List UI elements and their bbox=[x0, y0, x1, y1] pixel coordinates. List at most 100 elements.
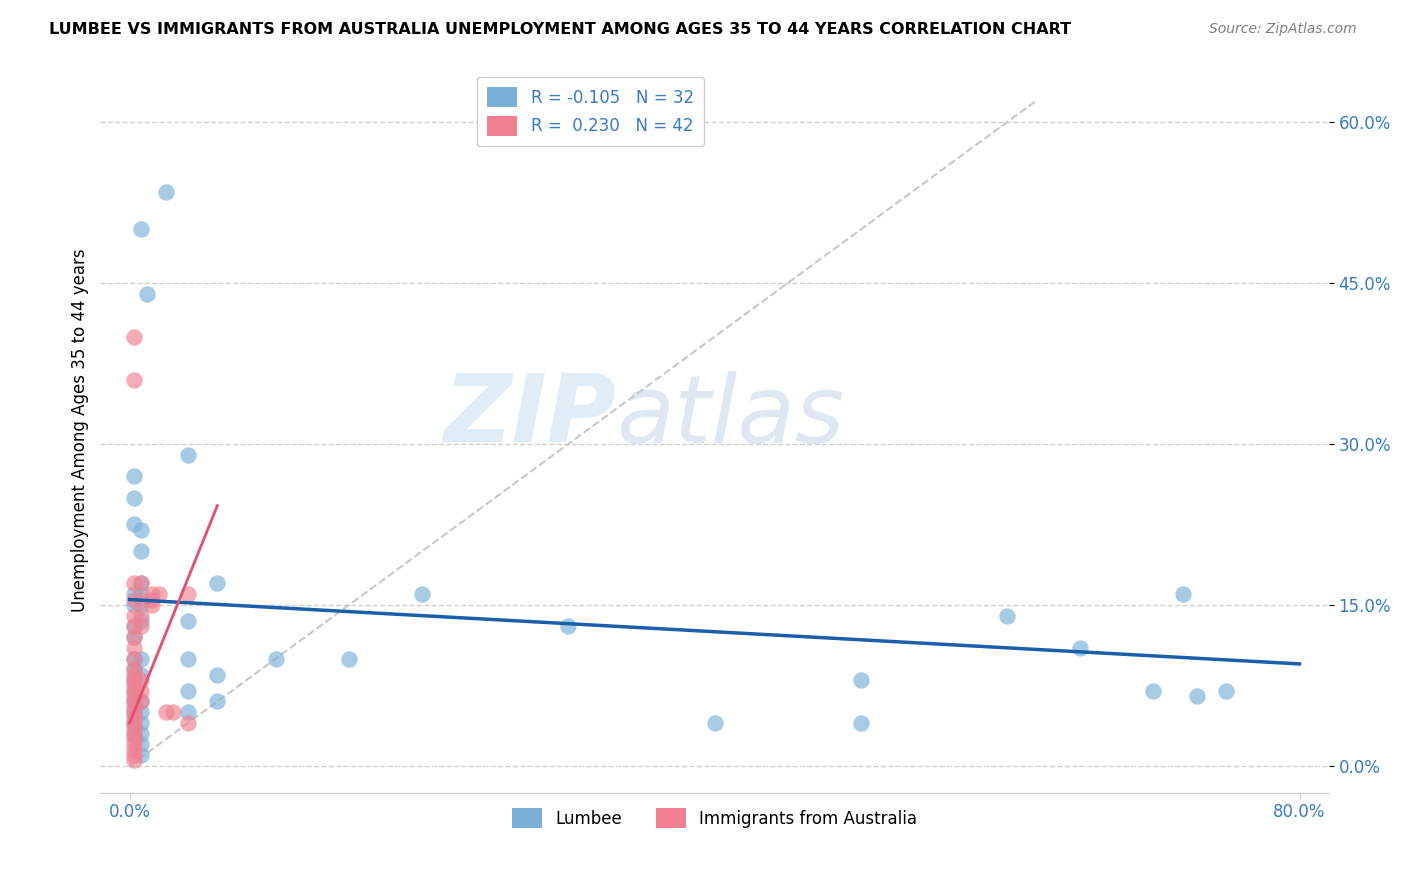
Point bbox=[177, 651, 200, 665]
Point bbox=[122, 517, 145, 532]
Point bbox=[122, 587, 145, 601]
Point bbox=[141, 598, 163, 612]
Point bbox=[162, 705, 184, 719]
Point bbox=[129, 715, 152, 730]
Point bbox=[129, 673, 152, 687]
Point bbox=[122, 743, 145, 757]
Point bbox=[129, 576, 152, 591]
Point bbox=[141, 592, 163, 607]
Point bbox=[122, 651, 145, 665]
Point bbox=[129, 705, 152, 719]
Point bbox=[136, 286, 159, 301]
Point bbox=[122, 705, 145, 719]
Y-axis label: Unemployment Among Ages 35 to 44 years: Unemployment Among Ages 35 to 44 years bbox=[72, 249, 89, 613]
Point bbox=[557, 619, 579, 633]
Point bbox=[122, 694, 145, 708]
Point bbox=[122, 651, 145, 665]
Point bbox=[122, 469, 145, 483]
Legend: Lumbee, Immigrants from Australia: Lumbee, Immigrants from Australia bbox=[506, 801, 924, 835]
Point bbox=[122, 329, 145, 343]
Point bbox=[129, 683, 152, 698]
Point bbox=[155, 705, 177, 719]
Point bbox=[122, 373, 145, 387]
Point bbox=[141, 587, 163, 601]
Point bbox=[122, 673, 145, 687]
Point bbox=[122, 619, 145, 633]
Point bbox=[177, 683, 200, 698]
Text: LUMBEE VS IMMIGRANTS FROM AUSTRALIA UNEMPLOYMENT AMONG AGES 35 TO 44 YEARS CORRE: LUMBEE VS IMMIGRANTS FROM AUSTRALIA UNEM… bbox=[49, 22, 1071, 37]
Point bbox=[177, 705, 200, 719]
Point bbox=[122, 715, 145, 730]
Point bbox=[177, 587, 200, 601]
Point bbox=[122, 598, 145, 612]
Point bbox=[122, 726, 145, 740]
Point bbox=[148, 587, 170, 601]
Point bbox=[177, 715, 200, 730]
Point bbox=[122, 678, 145, 692]
Point bbox=[122, 689, 145, 703]
Point bbox=[122, 731, 145, 746]
Point bbox=[122, 683, 145, 698]
Point bbox=[122, 662, 145, 676]
Point bbox=[122, 608, 145, 623]
Point bbox=[129, 222, 152, 236]
Point bbox=[129, 587, 152, 601]
Point bbox=[155, 185, 177, 199]
Point bbox=[129, 738, 152, 752]
Point bbox=[129, 748, 152, 763]
Point bbox=[122, 705, 145, 719]
Point bbox=[411, 587, 433, 601]
Point bbox=[129, 651, 152, 665]
Point bbox=[207, 667, 229, 681]
Point bbox=[129, 694, 152, 708]
Point bbox=[122, 748, 145, 763]
Point bbox=[129, 619, 152, 633]
Point bbox=[122, 673, 145, 687]
Point bbox=[122, 715, 145, 730]
Text: ZIP: ZIP bbox=[443, 370, 616, 462]
Point bbox=[129, 523, 152, 537]
Point bbox=[122, 662, 145, 676]
Point bbox=[122, 710, 145, 724]
Point bbox=[849, 673, 872, 687]
Point bbox=[122, 738, 145, 752]
Point bbox=[122, 694, 145, 708]
Text: Source: ZipAtlas.com: Source: ZipAtlas.com bbox=[1209, 22, 1357, 37]
Point bbox=[264, 651, 287, 665]
Point bbox=[177, 448, 200, 462]
Point bbox=[122, 721, 145, 735]
Point bbox=[122, 754, 145, 768]
Point bbox=[995, 608, 1018, 623]
Point bbox=[1069, 640, 1091, 655]
Point bbox=[122, 699, 145, 714]
Point bbox=[129, 667, 152, 681]
Point bbox=[122, 683, 145, 698]
Point bbox=[122, 619, 145, 633]
Point bbox=[129, 608, 152, 623]
Point bbox=[177, 614, 200, 628]
Point bbox=[129, 544, 152, 558]
Point bbox=[129, 592, 152, 607]
Point bbox=[122, 726, 145, 740]
Point bbox=[122, 667, 145, 681]
Text: atlas: atlas bbox=[616, 370, 845, 461]
Point bbox=[1185, 689, 1208, 703]
Point bbox=[129, 614, 152, 628]
Point bbox=[129, 598, 152, 612]
Point bbox=[703, 715, 725, 730]
Point bbox=[122, 630, 145, 644]
Point bbox=[337, 651, 360, 665]
Point bbox=[1142, 683, 1164, 698]
Point bbox=[1171, 587, 1194, 601]
Point bbox=[122, 630, 145, 644]
Point bbox=[122, 576, 145, 591]
Point bbox=[849, 715, 872, 730]
Point bbox=[122, 592, 145, 607]
Point bbox=[129, 726, 152, 740]
Point bbox=[122, 491, 145, 505]
Point bbox=[129, 576, 152, 591]
Point bbox=[207, 694, 229, 708]
Point bbox=[129, 694, 152, 708]
Point bbox=[122, 640, 145, 655]
Point bbox=[1215, 683, 1237, 698]
